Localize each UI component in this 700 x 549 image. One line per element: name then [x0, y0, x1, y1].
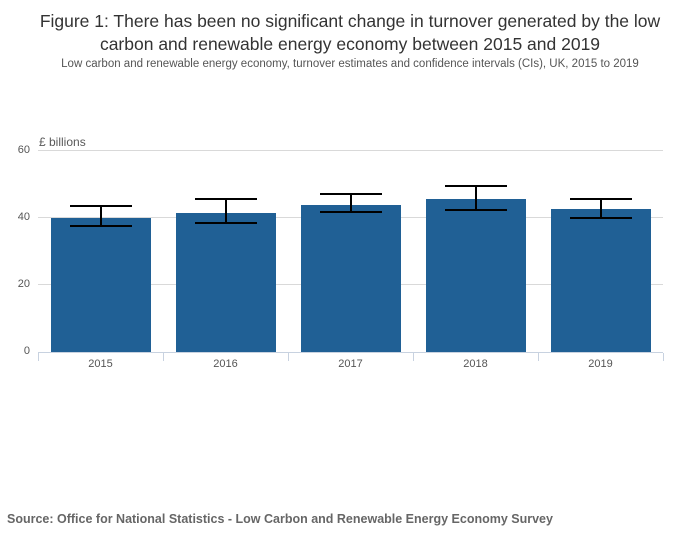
bar-2018 [425, 198, 526, 352]
bar-2019 [550, 209, 651, 352]
bar-2015 [50, 218, 151, 352]
x-axis-tick [288, 353, 289, 361]
error-bar-stem-2015 [99, 205, 102, 227]
chart-subtitle: Low carbon and renewable energy economy,… [61, 58, 639, 70]
x-tick-label-2016: 2016 [213, 358, 238, 370]
bar-2016 [175, 213, 276, 352]
chart-title: Figure 1: There has been no significant … [39, 11, 661, 54]
error-bar-cap-lower-2017 [319, 211, 382, 214]
error-bar-stem-2016 [224, 199, 227, 224]
x-axis-tick [538, 353, 539, 361]
error-bar-cap-lower-2015 [69, 225, 132, 228]
y-tick-label-0: 0 [23, 345, 30, 357]
error-bar-cap-upper-2018 [444, 185, 507, 188]
error-bar-cap-upper-2015 [69, 204, 132, 207]
x-axis-tick [663, 353, 664, 361]
x-tick-label-2015: 2015 [88, 358, 113, 370]
error-bar-cap-lower-2019 [569, 216, 632, 219]
y-axis-unit-label: £ billions [39, 135, 86, 149]
bar-chart-plot-area: £ billions 0 20 40 60 2015 2016 2017 2018 2019 [18, 135, 664, 370]
y-tick-label-20: 20 [17, 278, 30, 290]
x-axis-tick [163, 353, 164, 361]
x-axis-tick [413, 353, 414, 361]
x-tick-label-2019: 2019 [588, 358, 613, 370]
error-bar-cap-lower-2018 [444, 208, 507, 211]
error-bar-cap-upper-2016 [194, 198, 257, 201]
y-tick-label-60: 60 [17, 144, 30, 156]
gridline-60 [38, 150, 663, 151]
source-attribution: Source: Office for National Statistics -… [7, 512, 553, 526]
x-axis-tick [38, 353, 39, 361]
error-bar-cap-upper-2017 [319, 192, 382, 195]
y-tick-label-40: 40 [17, 211, 30, 223]
error-bar-cap-upper-2019 [569, 198, 632, 201]
x-tick-label-2018: 2018 [463, 358, 488, 370]
bar-2017 [300, 204, 401, 352]
error-bar-stem-2017 [349, 193, 352, 213]
x-tick-label-2017: 2017 [338, 358, 363, 370]
error-bar-cap-lower-2016 [194, 222, 257, 225]
x-axis-line [38, 352, 663, 353]
error-bar-stem-2019 [599, 199, 602, 218]
error-bar-stem-2018 [474, 186, 477, 210]
